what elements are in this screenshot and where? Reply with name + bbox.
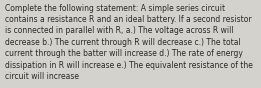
Text: Complete the following statement: A simple series circuit
contains a resistance : Complete the following statement: A simp… <box>5 4 253 81</box>
